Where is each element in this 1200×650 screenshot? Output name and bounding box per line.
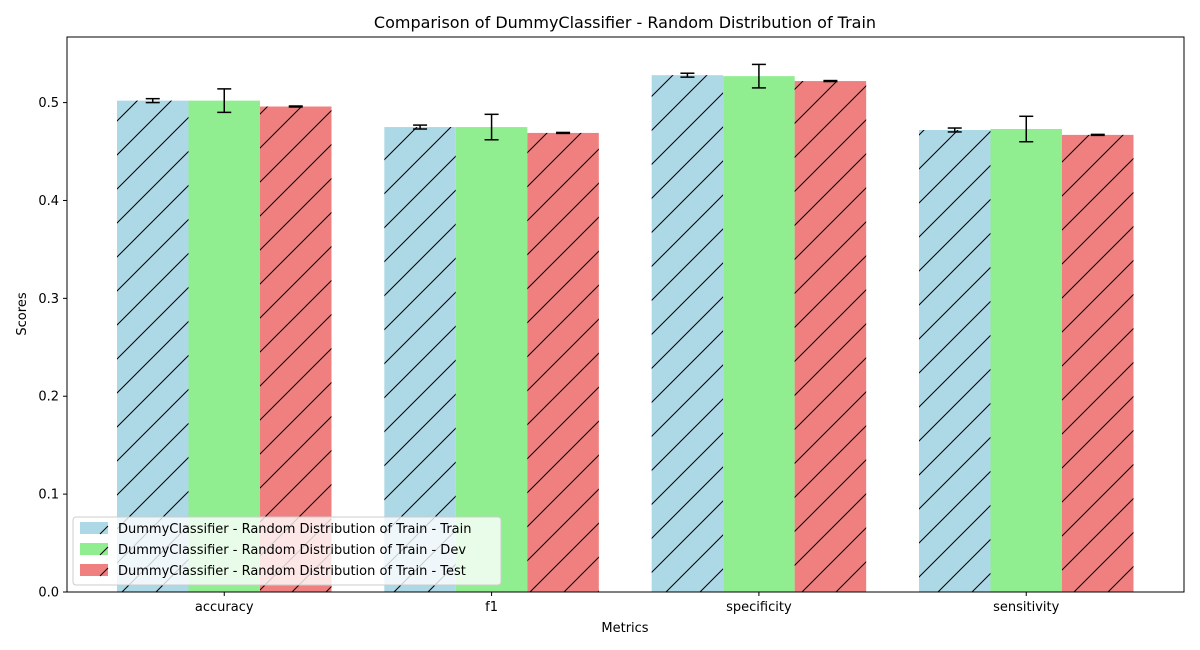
bar-f1-series-2 (455, 127, 528, 592)
error-bar-specificity-series-2 (751, 63, 766, 89)
y-tick-label: 0.2 (38, 390, 59, 405)
y-axis-label: Scores (15, 292, 30, 335)
y-axis: 0.0 0.1 0.2 0.3 0.4 0.5 (38, 96, 67, 601)
error-bar-f1-series-3 (556, 131, 571, 135)
error-bar-specificity-series-1 (680, 72, 695, 78)
y-tick-label: 0.3 (38, 292, 59, 307)
error-bar-f1-series-2 (484, 113, 499, 141)
bar-sensitivity-series-2 (990, 129, 1062, 592)
legend-box (72, 516, 502, 586)
bar-hatch-specificity-series-1 (651, 75, 724, 592)
bar-hatch-f1-series-1 (384, 127, 456, 592)
bar-accuracy-series-2 (188, 100, 260, 593)
bar-hatch-accuracy-series-1 (117, 100, 189, 593)
y-tick-label: 0.4 (38, 194, 59, 209)
legend-swatch-hatch-series-2 (99, 546, 109, 556)
error-bar-sensitivity-series-1 (947, 127, 962, 133)
x-tick-label-f1: f1 (485, 600, 498, 615)
error-bar-sensitivity-series-2 (1019, 115, 1034, 143)
error-bar-f1-series-1 (413, 124, 428, 130)
error-bar-accuracy-series-2 (217, 88, 232, 114)
bar-specificity-series-2 (723, 76, 795, 592)
legend-label-series-1: DummyClassifier - Random Distribution of… (118, 522, 472, 537)
legend-label-series-3: DummyClassifier - Random Distribution of… (118, 564, 466, 579)
error-bar-accuracy-series-1 (145, 97, 160, 104)
bar-hatch-sensitivity-series-3 (1061, 134, 1134, 592)
x-tick-label-sensitivity: sensitivity (993, 600, 1060, 615)
x-axis-label: Metrics (601, 621, 648, 636)
error-bar-sensitivity-series-3 (1090, 133, 1105, 137)
legend-swatch-series-3 (80, 564, 108, 576)
legend-swatch-hatch-series-1 (99, 525, 109, 535)
error-bar-accuracy-series-3 (288, 105, 303, 108)
bar-hatch-f1-series-3 (527, 132, 599, 593)
y-tick-label: 0.1 (38, 488, 59, 503)
error-bar-specificity-series-3 (823, 79, 838, 83)
bar-hatch-sensitivity-series-1 (918, 129, 991, 592)
chart-title: Comparison of DummyClassifier - Random D… (374, 13, 876, 32)
bar-hatch-specificity-series-3 (794, 81, 867, 593)
legend: DummyClassifier - Random Distribution of… (72, 516, 502, 586)
legend-swatch-series-2 (80, 543, 108, 555)
x-tick-label-accuracy: accuracy (195, 600, 254, 615)
bar-hatch-accuracy-series-3 (260, 106, 332, 593)
plot-frame (66, 36, 1185, 593)
plot-area (117, 63, 1134, 593)
x-axis: accuracy f1 specificity sensitivity (195, 592, 1060, 615)
x-tick-label-specificity: specificity (726, 600, 792, 615)
y-tick-label: 0.0 (38, 586, 59, 601)
y-tick-label: 0.5 (38, 96, 59, 111)
legend-label-series-2: DummyClassifier - Random Distribution of… (118, 543, 466, 558)
legend-swatch-series-1 (80, 522, 108, 534)
legend-swatch-hatch-series-3 (99, 567, 109, 577)
